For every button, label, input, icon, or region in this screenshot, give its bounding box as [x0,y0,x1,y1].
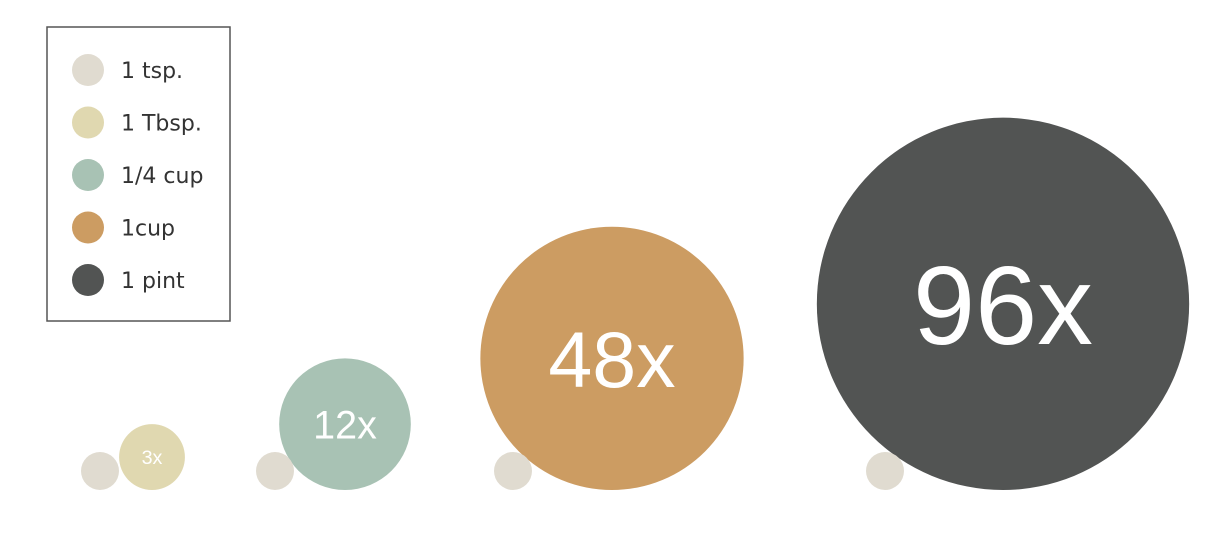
legend-swatch [72,106,104,139]
legend: 1 tsp. 1 Tbsp. 1/4 cup 1cup 1 pint [46,26,231,322]
legend-swatch [72,264,104,296]
bubble-label: 12x [313,403,377,447]
reference-bubble [256,452,294,490]
reference-bubble [494,452,532,490]
bubble-label: 96x [913,243,1093,368]
bubble-label: 3x [142,447,163,469]
bubble [119,424,185,490]
legend-swatch [72,54,104,86]
legend-swatch [72,211,104,244]
reference-bubble [866,452,904,490]
legend-label: 1 pint [121,269,185,294]
bubble-group: 96x [816,117,1190,490]
legend-label: 1/4 cup [121,164,203,189]
legend-label: 1 tsp. [121,59,183,84]
bubble-groups: 3x 12x 48x 96x [81,117,1190,490]
bubble-group: 48x [480,226,744,490]
bubble [480,226,744,490]
legend-swatch [72,159,104,191]
bubble [279,358,411,490]
bubble-label: 48x [548,316,675,404]
bubble-group: 12x [256,358,411,490]
legend-label: 1cup [121,217,175,242]
bubble [816,117,1190,490]
reference-bubble [81,452,119,490]
bubble-group: 3x [81,424,185,490]
legend-label: 1 Tbsp. [121,112,202,137]
